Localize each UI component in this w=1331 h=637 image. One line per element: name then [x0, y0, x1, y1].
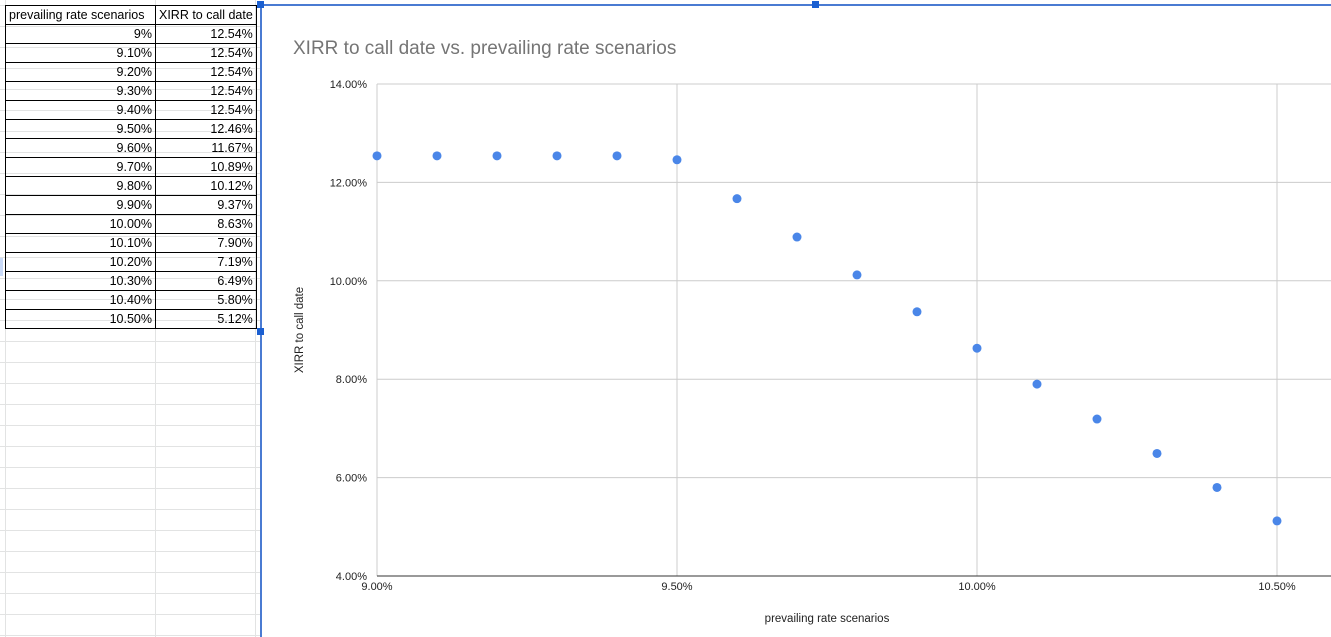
- table-row: 9.20% 12.54%: [5, 62, 257, 82]
- cell-prevailing-rate[interactable]: 9.60%: [5, 138, 156, 158]
- table-row: 9.70% 10.89%: [5, 157, 257, 177]
- table-row: 10.30% 6.49%: [5, 271, 257, 291]
- cell-xirr[interactable]: 11.67%: [155, 138, 257, 158]
- cell-prevailing-rate[interactable]: 9.70%: [5, 157, 156, 177]
- data-point[interactable]: [1152, 448, 1162, 458]
- table-row: 10.10% 7.90%: [5, 233, 257, 253]
- cell-prevailing-rate[interactable]: 9.10%: [5, 43, 156, 63]
- cell-prevailing-rate[interactable]: 10.00%: [5, 214, 156, 234]
- x-tick-label: 10.00%: [958, 581, 996, 593]
- cell-xirr[interactable]: 8.63%: [155, 214, 257, 234]
- cell-prevailing-rate[interactable]: 10.10%: [5, 233, 156, 253]
- y-tick-label: 8.00%: [336, 374, 367, 386]
- cell-prevailing-rate[interactable]: 10.50%: [5, 309, 156, 329]
- y-axis-label: XIRR to call date: [294, 287, 306, 373]
- resize-handle-top-center[interactable]: [812, 1, 819, 8]
- table-row: 9% 12.54%: [5, 24, 257, 44]
- cell-xirr[interactable]: 9.37%: [155, 195, 257, 215]
- scatter-chart[interactable]: XIRR to call date vs. prevailing rate sc…: [257, 1, 1331, 637]
- cell-xirr[interactable]: 12.54%: [155, 24, 257, 44]
- cell-prevailing-rate[interactable]: 9.80%: [5, 176, 156, 196]
- data-point[interactable]: [1212, 482, 1222, 492]
- data-point[interactable]: [852, 270, 862, 280]
- cell-prevailing-rate[interactable]: 9.40%: [5, 100, 156, 120]
- data-point[interactable]: [972, 343, 982, 353]
- cell-prevailing-rate[interactable]: 9.90%: [5, 195, 156, 215]
- table-header-row: prevailing rate scenarios XIRR to call d…: [5, 5, 257, 25]
- x-axis-label: prevailing rate scenarios: [765, 613, 890, 625]
- table-row: 9.40% 12.54%: [5, 100, 257, 120]
- table-row: 9.60% 11.67%: [5, 138, 257, 158]
- header-xirr[interactable]: XIRR to call date: [155, 5, 257, 25]
- cell-xirr[interactable]: 10.12%: [155, 176, 257, 196]
- cell-xirr[interactable]: 6.49%: [155, 271, 257, 291]
- cell-xirr[interactable]: 12.54%: [155, 81, 257, 101]
- data-point[interactable]: [612, 151, 622, 161]
- cell-prevailing-rate[interactable]: 10.40%: [5, 290, 156, 310]
- data-table: prevailing rate scenarios XIRR to call d…: [5, 5, 257, 329]
- cell-xirr[interactable]: 12.54%: [155, 43, 257, 63]
- y-tick-label: 12.00%: [330, 177, 368, 189]
- cell-xirr[interactable]: 5.80%: [155, 290, 257, 310]
- header-prevailing-rate[interactable]: prevailing rate scenarios: [5, 5, 156, 25]
- x-tick-label: 10.50%: [1258, 581, 1296, 593]
- cell-xirr[interactable]: 5.12%: [155, 309, 257, 329]
- cell-xirr[interactable]: 7.90%: [155, 233, 257, 253]
- table-row: 9.30% 12.54%: [5, 81, 257, 101]
- y-tick-label: 4.00%: [336, 571, 367, 583]
- cell-prevailing-rate[interactable]: 9.50%: [5, 119, 156, 139]
- data-point[interactable]: [432, 151, 442, 161]
- row-selection-indicator: [0, 258, 3, 276]
- cell-xirr[interactable]: 12.54%: [155, 100, 257, 120]
- table-row: 10.50% 5.12%: [5, 309, 257, 329]
- cell-xirr[interactable]: 7.19%: [155, 252, 257, 272]
- data-point[interactable]: [492, 151, 502, 161]
- cell-prevailing-rate[interactable]: 10.30%: [5, 271, 156, 291]
- y-tick-label: 10.00%: [330, 276, 368, 288]
- chart-title: XIRR to call date vs. prevailing rate sc…: [293, 38, 676, 59]
- x-tick-label: 9.50%: [661, 581, 692, 593]
- data-point[interactable]: [372, 151, 382, 161]
- data-point[interactable]: [792, 232, 802, 242]
- data-point[interactable]: [912, 307, 922, 317]
- data-point[interactable]: [672, 155, 682, 165]
- data-point[interactable]: [732, 194, 742, 204]
- cell-prevailing-rate[interactable]: 9%: [5, 24, 156, 44]
- resize-handle-top-left[interactable]: [257, 1, 264, 8]
- table-row: 10.40% 5.80%: [5, 290, 257, 310]
- data-point[interactable]: [1272, 516, 1282, 526]
- table-body: 9% 12.54% 9.10% 12.54% 9.20% 12.54% 9.30% 12.54…: [5, 24, 257, 329]
- cell-prevailing-rate[interactable]: 10.20%: [5, 252, 156, 272]
- cell-xirr[interactable]: 12.54%: [155, 62, 257, 82]
- y-tick-label: 14.00%: [330, 79, 368, 91]
- cell-prevailing-rate[interactable]: 9.20%: [5, 62, 156, 82]
- table-row: 9.50% 12.46%: [5, 119, 257, 139]
- table-row: 9.10% 12.54%: [5, 43, 257, 63]
- data-point[interactable]: [552, 151, 562, 161]
- cell-xirr[interactable]: 10.89%: [155, 157, 257, 177]
- x-tick-label: 9.00%: [361, 581, 392, 593]
- data-point[interactable]: [1032, 379, 1042, 389]
- table-row: 10.20% 7.19%: [5, 252, 257, 272]
- cell-xirr[interactable]: 12.46%: [155, 119, 257, 139]
- chart-canvas: XIRR to call date vs. prevailing rate sc…: [293, 38, 1331, 625]
- cell-prevailing-rate[interactable]: 9.30%: [5, 81, 156, 101]
- table-row: 10.00% 8.63%: [5, 214, 257, 234]
- data-point[interactable]: [1092, 414, 1102, 424]
- table-row: 9.80% 10.12%: [5, 176, 257, 196]
- table-row: 9.90% 9.37%: [5, 195, 257, 215]
- y-tick-label: 6.00%: [336, 473, 367, 485]
- resize-handle-middle-left[interactable]: [257, 328, 264, 335]
